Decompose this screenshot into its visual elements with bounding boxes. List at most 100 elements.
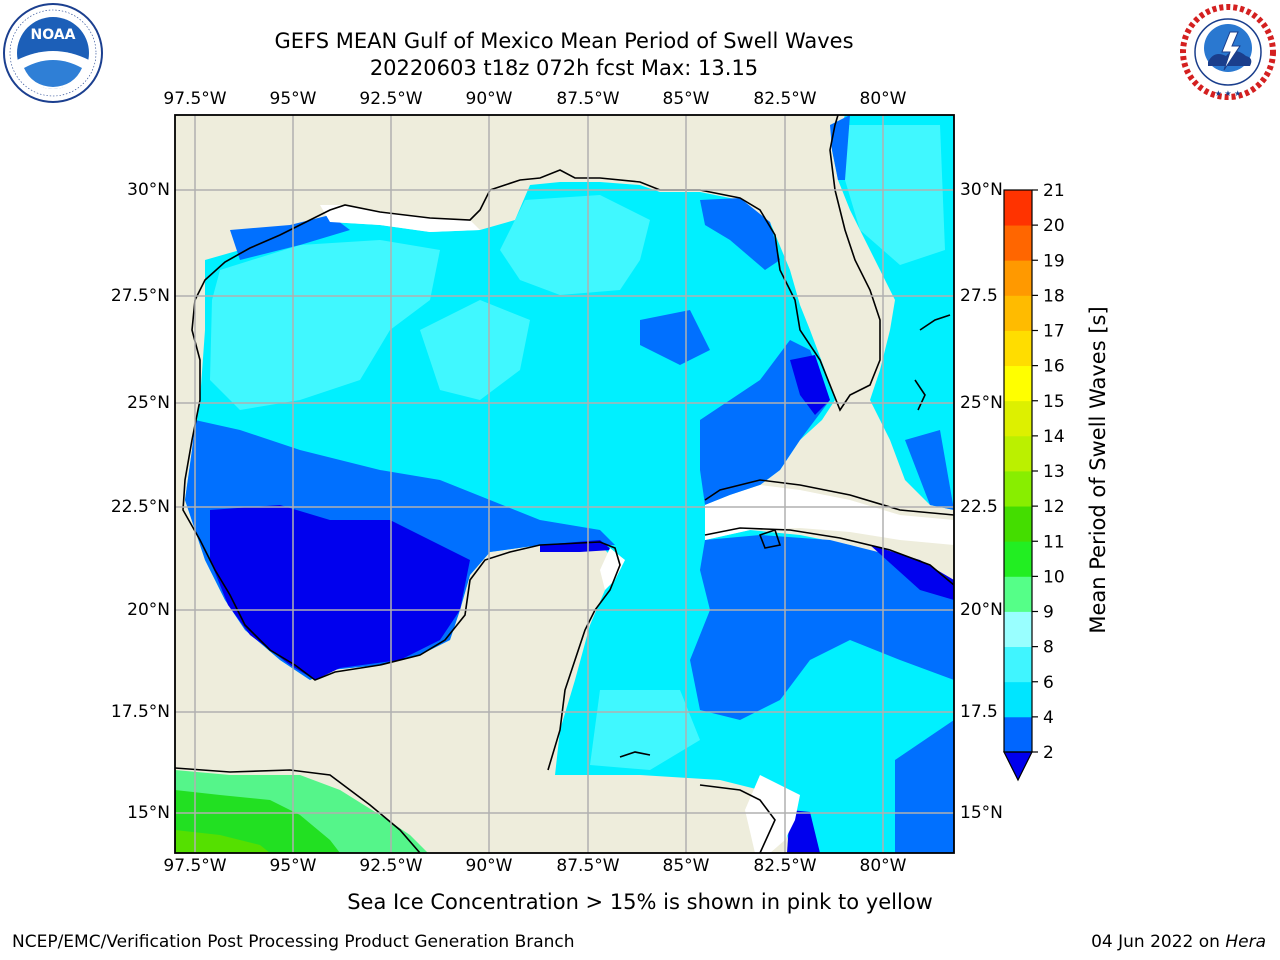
lat-tick-left: 20°N: [127, 600, 170, 620]
colorbar-tick-label: 21: [1043, 181, 1065, 201]
blue-patch: [640, 310, 710, 365]
deep-blue-patch: [210, 505, 470, 680]
lon-tick-bottom: 87.5°W: [556, 856, 620, 876]
lon-tick-top: 95°W: [269, 89, 317, 109]
colorbar: 2 4 6 8 9 10 11 12 13 14 15 16 17 18 19 20 21: [1003, 181, 1065, 782]
pacific-yellowgreen-patch: [175, 830, 270, 853]
light-cyan-patch: [500, 195, 650, 295]
lon-tick-bottom: 90°W: [465, 856, 513, 876]
blue-patch: [830, 115, 850, 180]
deep-blue-patch: [787, 810, 820, 853]
coastal-mask: [705, 485, 954, 545]
lat-tick-left: 25°N: [127, 393, 170, 413]
colorbar-segment: [1004, 576, 1032, 612]
footer-credit: NCEP/EMC/Verification Post Processing Pr…: [12, 932, 575, 952]
colorbar-tick-label: 8: [1043, 638, 1054, 658]
nws-logo-icon: ★ ★ ★: [1180, 4, 1276, 100]
colorbar-segment: [1004, 541, 1032, 577]
blue-patch: [700, 198, 780, 270]
light-cyan-patch: [420, 300, 530, 400]
blue-patch: [895, 720, 954, 853]
lat-tick-right: 15°N: [960, 803, 1003, 823]
svg-text:★ ★ ★: ★ ★ ★: [1215, 89, 1242, 98]
colorbar-segment: [1004, 295, 1032, 331]
deep-blue-patch: [790, 355, 830, 415]
coastal-mask: [320, 205, 480, 232]
lat-tick-left: 27.5°N: [110, 286, 170, 306]
lat-tick-left: 22.5°N: [110, 497, 170, 517]
colorbar-segment: [1004, 225, 1032, 261]
lat-tick-left: 15°N: [127, 803, 170, 823]
colorbar-segment: [1004, 716, 1032, 753]
graticule: [175, 115, 954, 853]
sea-ice-note: Sea Ice Concentration > 15% is shown in …: [347, 890, 933, 914]
colorbar-extend-triangle: [1003, 751, 1033, 782]
light-cyan-patch: [210, 240, 440, 410]
blue-patch: [905, 430, 954, 510]
noaa-logo-icon: NOAA: [3, 3, 103, 103]
colorbar-segment: [1004, 611, 1032, 648]
colorbar-segment: [1004, 471, 1032, 507]
colorbar-segment: [1004, 435, 1032, 472]
lat-tick-right: 25°N: [960, 393, 1003, 413]
light-cyan-patch: [840, 125, 945, 265]
coastal-mask: [745, 775, 800, 853]
colorbar-tick-label: 18: [1043, 286, 1065, 306]
colorbar-tick-label: 2: [1043, 743, 1054, 763]
map-frame: [174, 114, 955, 854]
footer-date-text: 04 Jun 2022 on: [1091, 932, 1226, 952]
blue-patch: [690, 535, 954, 720]
lat-tick-right: 20°N: [960, 600, 1003, 620]
colorbar-tick-label: 17: [1043, 322, 1065, 342]
lon-tick-bottom: 92.5°W: [359, 856, 423, 876]
colorbar-tick-label: 11: [1043, 532, 1065, 552]
colorbar-tick-label: 13: [1043, 462, 1065, 482]
lat-tick-right: 22.5: [960, 497, 998, 517]
lon-tick-top: 92.5°W: [359, 89, 423, 109]
lon-tick-bottom: 95°W: [269, 856, 317, 876]
lat-tick-right: 27.5: [960, 286, 998, 306]
deep-blue-patch: [870, 545, 954, 600]
colorbar-label: Mean Period of Swell Waves [s]: [1086, 306, 1110, 634]
map-area: [175, 115, 954, 853]
colorbar-tick-label: 20: [1043, 216, 1065, 236]
colorbar-segment: [1004, 400, 1032, 437]
colorbar-tick-label: 9: [1043, 603, 1054, 623]
noaa-logo-text: NOAA: [31, 27, 76, 43]
map-subtitle: 20220603 t18z 072h fcst Max: 13.15: [369, 56, 759, 80]
colorbar-segment: [1004, 365, 1032, 402]
map-title: GEFS MEAN Gulf of Mexico Mean Period of …: [274, 29, 854, 53]
colorbar-segment: [1004, 506, 1032, 542]
lon-tick-top: 82.5°W: [753, 89, 817, 109]
lon-tick-bottom: 82.5°W: [753, 856, 817, 876]
lon-tick-top: 85°W: [662, 89, 710, 109]
lon-tick-top: 90°W: [465, 89, 513, 109]
lon-tick-top: 80°W: [859, 89, 907, 109]
colorbar-tick-label: 4: [1043, 708, 1054, 728]
lat-tick-right: 17.5: [960, 702, 998, 722]
lat-tick-right: 30°N: [960, 180, 1003, 200]
lon-tick-top: 87.5°W: [556, 89, 620, 109]
lon-tick-top: 97.5°W: [163, 89, 227, 109]
colorbar-tick-label: 15: [1043, 392, 1065, 412]
colorbar-segment: [1004, 646, 1032, 683]
colorbar-segment: [1004, 330, 1032, 367]
lon-tick-bottom: 85°W: [662, 856, 710, 876]
lat-tick-left: 30°N: [127, 180, 170, 200]
light-cyan-patch: [590, 690, 700, 770]
colorbar-tick-label: 16: [1043, 357, 1065, 377]
lon-tick-bottom: 80°W: [859, 856, 907, 876]
lon-tick-bottom: 97.5°W: [163, 856, 227, 876]
colorbar-tick-label: 19: [1043, 251, 1065, 271]
footer-host: Hera: [1225, 932, 1266, 952]
footer-date: 04 Jun 2022 on Hera: [1091, 932, 1266, 952]
blue-patch: [230, 215, 350, 260]
colorbar-segment: [1004, 260, 1032, 296]
colorbar-segment: [1004, 190, 1032, 226]
colorbar-tick-label: 6: [1043, 673, 1054, 693]
colorbar-tick-label: 10: [1043, 567, 1065, 587]
colorbar-tick-label: 14: [1043, 427, 1065, 447]
colorbar-tick-label: 12: [1043, 497, 1065, 517]
lat-tick-left: 17.5°N: [110, 702, 170, 722]
